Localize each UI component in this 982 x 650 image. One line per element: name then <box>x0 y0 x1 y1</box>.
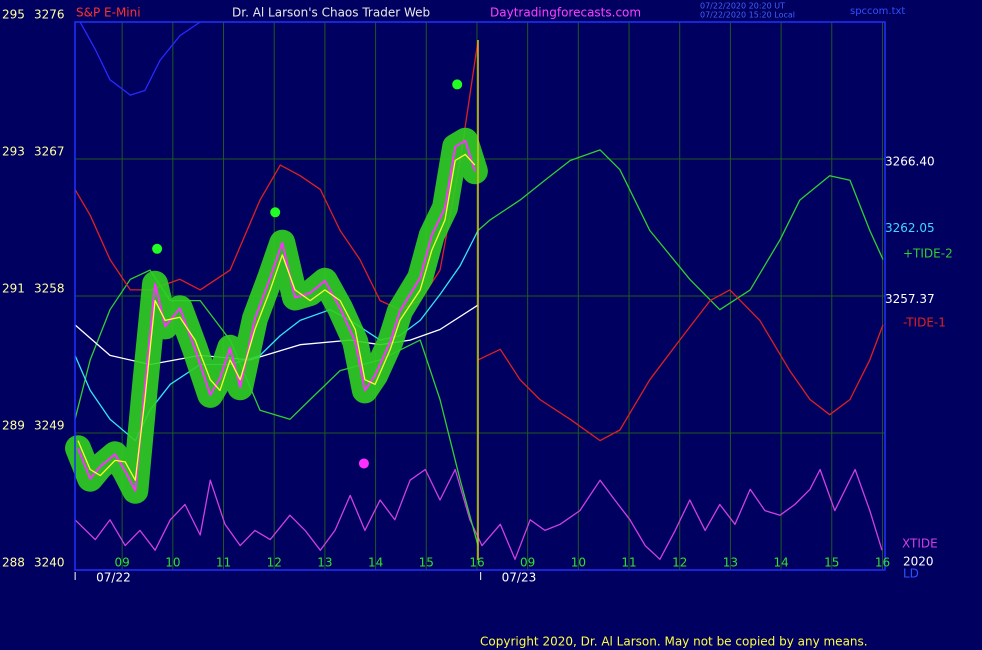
site: Daytradingforecasts.com <box>490 6 641 20</box>
plot <box>65 21 884 560</box>
x-tick-label: 10 <box>571 556 586 570</box>
y2-tick-label: 295 <box>2 8 25 22</box>
peak-marker <box>358 458 369 469</box>
y-tick-label: 3276 <box>34 8 65 22</box>
date-label: 07/22 <box>96 571 131 585</box>
series-line <box>79 21 201 96</box>
copyright: Copyright 2020, Dr. Al Larson. May not b… <box>480 635 868 649</box>
peak-marker <box>152 243 163 254</box>
y2-tick-label: 289 <box>2 419 25 433</box>
y2-tick-label: 288 <box>2 556 25 570</box>
series-line <box>74 468 883 560</box>
price-label: 3262.05 <box>885 221 935 235</box>
x-tick-label: 09 <box>114 556 129 570</box>
y-tick-label: 3249 <box>34 419 65 433</box>
timestamp-local: 07/22/2020 15:20 Local <box>700 11 795 20</box>
y-tick-label: 3258 <box>34 282 65 296</box>
symbol: S&P E-Mini <box>76 6 141 20</box>
x-tick-label: 11 <box>621 556 636 570</box>
corner-year: 2020 <box>903 555 934 569</box>
y-tick-label: 3267 <box>34 145 65 159</box>
y2-tick-label: 291 <box>2 282 25 296</box>
x-tick-label: 16 <box>875 556 890 570</box>
series-name: XTIDE <box>902 537 938 551</box>
x-tick-label: 15 <box>419 556 434 570</box>
corner-ld: LD <box>903 567 919 581</box>
series-line <box>77 153 476 481</box>
date-label: 07/23 <box>502 571 537 585</box>
x-tick-label: 09 <box>520 556 535 570</box>
y2-tick-label: 293 <box>2 145 25 159</box>
series-name: +TIDE-2 <box>903 247 953 261</box>
timestamp-ut: 07/22/2020 20:20 UT <box>700 2 785 11</box>
plot-border <box>74 21 886 571</box>
x-tick-label: 12 <box>672 556 687 570</box>
x-tick-label: 16 <box>469 556 484 570</box>
chart-title: Dr. Al Larson's Chaos Trader Web <box>232 6 430 20</box>
file-name: spccom.txt <box>850 6 905 17</box>
peak-marker <box>452 79 463 90</box>
price-label: 3266.40 <box>885 155 935 169</box>
x-tick-label: 13 <box>317 556 332 570</box>
price-label: 3257.37 <box>885 292 935 306</box>
series-line <box>74 149 884 546</box>
x-tick-label: 13 <box>723 556 738 570</box>
x-tick-label: 14 <box>368 556 383 570</box>
peak-marker <box>270 207 281 218</box>
x-tick-label: 12 <box>267 556 282 570</box>
x-tick-label: 11 <box>216 556 231 570</box>
x-tick-label: 15 <box>824 556 839 570</box>
x-tick-label: 14 <box>773 556 788 570</box>
series-name: -TIDE-1 <box>903 316 946 330</box>
x-tick-label: 10 <box>165 556 180 570</box>
y-tick-label: 3240 <box>34 556 65 570</box>
